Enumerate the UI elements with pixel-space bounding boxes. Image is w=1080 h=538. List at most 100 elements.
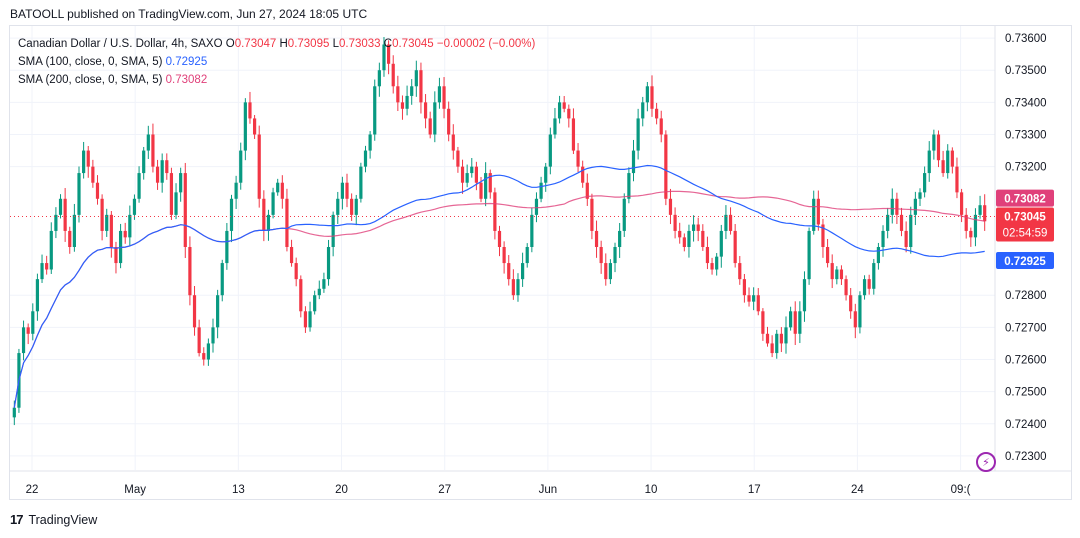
candle-body	[326, 247, 331, 280]
candle-body	[183, 173, 187, 247]
candle-body	[581, 166, 585, 183]
y-tick-label: 0.73500	[1005, 65, 1047, 77]
candle-body	[31, 311, 35, 334]
candle-body	[169, 173, 174, 215]
candle-body	[733, 230, 737, 264]
candle-body	[682, 237, 686, 247]
candle-body	[959, 192, 964, 215]
candle-body	[969, 230, 973, 238]
y-tick-label: 0.73200	[1005, 162, 1047, 174]
candle-body	[775, 333, 779, 354]
candle-body	[765, 333, 770, 344]
candle-body	[691, 224, 696, 231]
candle-body	[465, 173, 469, 183]
x-tick-label: 17	[748, 484, 761, 496]
candle-body	[488, 173, 492, 193]
candle-body	[271, 192, 275, 215]
candle-body	[317, 288, 321, 296]
candle-body	[257, 134, 261, 199]
candle-body	[63, 198, 67, 231]
candle-body	[631, 150, 636, 174]
candle-body	[239, 150, 243, 183]
legend-symbol[interactable]: Canadian Dollar / U.S. Dollar, 4h, SAXO	[18, 38, 223, 50]
countdown-label: 02:54:59	[1003, 227, 1048, 239]
y-tick-label: 0.72600	[1005, 355, 1047, 367]
candle-body	[350, 198, 354, 215]
legend-low-value: 0.73033	[338, 38, 381, 50]
candle-body	[359, 166, 363, 199]
candle-body	[451, 134, 455, 151]
candle-body	[234, 182, 238, 199]
candle-body	[308, 311, 312, 328]
x-tick-label: 24	[851, 484, 864, 496]
candle-body	[12, 407, 16, 418]
publish-line: BATOOLL published on TradingView.com, Ju…	[10, 7, 368, 21]
legend-open-key: O	[225, 38, 235, 50]
candle-body	[941, 160, 945, 174]
legend-sma200-label[interactable]: SMA (200, close, 0, SMA, 5)	[18, 74, 163, 86]
legend-sma100-row[interactable]: SMA (100, close, 0, SMA, 5) 0.72925	[18, 53, 535, 71]
sma100-price-label-bg	[996, 252, 1054, 270]
candle-body	[331, 214, 335, 247]
candle-body	[521, 263, 525, 280]
candle-body	[442, 86, 446, 109]
candle-body	[72, 214, 76, 247]
candle-body	[627, 173, 631, 199]
candle-body	[368, 134, 372, 151]
candle-body	[830, 263, 834, 280]
x-tick-label: 20	[335, 484, 348, 496]
candle-body	[544, 166, 548, 183]
legend-low-key: L	[332, 38, 339, 50]
y-tick-label: 0.72400	[1005, 419, 1047, 431]
x-tick-label: 09:(	[951, 484, 971, 496]
candle-body	[229, 198, 234, 231]
legend-sma200-row[interactable]: SMA (200, close, 0, SMA, 5) 0.73082	[18, 71, 535, 89]
candle-body	[447, 108, 451, 135]
candle-body	[132, 198, 137, 215]
chart-panel[interactable]: 0.73600 0.73500 0.73400 0.73300 0.73200 0.728…	[9, 25, 1072, 500]
candle-body	[853, 311, 857, 328]
bolt-icon[interactable]: ⚡	[976, 452, 996, 472]
candle-body	[835, 269, 839, 280]
candle-body	[252, 118, 257, 135]
x-tick-label: 13	[232, 484, 245, 496]
candle-body	[608, 263, 613, 280]
candle-body	[86, 150, 90, 167]
x-tick-label: May	[124, 484, 146, 496]
candle-body	[645, 86, 649, 103]
candle-body	[715, 256, 719, 270]
candle-body	[539, 182, 543, 199]
legend-symbol-row[interactable]: Canadian Dollar / U.S. Dollar, 4h, SAXO …	[18, 35, 535, 53]
candle-body	[382, 44, 386, 71]
candle-body	[973, 214, 978, 238]
candle-body	[160, 160, 164, 183]
y-tick-label: 0.72300	[1005, 451, 1047, 463]
candle-body	[899, 214, 904, 231]
candle-body	[890, 198, 894, 215]
legend-sma100-value: 0.72925	[165, 56, 208, 68]
candle-body	[470, 166, 474, 174]
price-chart[interactable]: 0.73600 0.73500 0.73400 0.73300 0.73200 0.728…	[10, 26, 1071, 499]
candle-body	[82, 150, 86, 174]
candle-body	[502, 247, 506, 264]
tradingview-logo-text: TradingView	[28, 512, 98, 527]
legend-sma100-label[interactable]: SMA (100, close, 0, SMA, 5)	[18, 56, 163, 68]
candle-body	[460, 166, 465, 183]
candle-body	[761, 311, 765, 334]
candle-body	[363, 150, 368, 167]
candle-body	[821, 224, 825, 247]
candle-body	[373, 86, 377, 135]
candle-body	[705, 247, 710, 264]
candle-body	[216, 295, 220, 328]
candle-body	[738, 263, 742, 280]
tradingview-logo[interactable]: 17 TradingView	[10, 512, 97, 527]
candle-body	[530, 214, 534, 247]
candle-body	[613, 247, 617, 264]
candle-body	[91, 166, 95, 183]
candle-body	[428, 118, 432, 135]
candle-body	[876, 247, 881, 264]
candle-body	[867, 279, 871, 289]
sma100-line	[13, 164, 985, 408]
candle-body	[54, 214, 58, 231]
candle-body	[983, 205, 987, 222]
